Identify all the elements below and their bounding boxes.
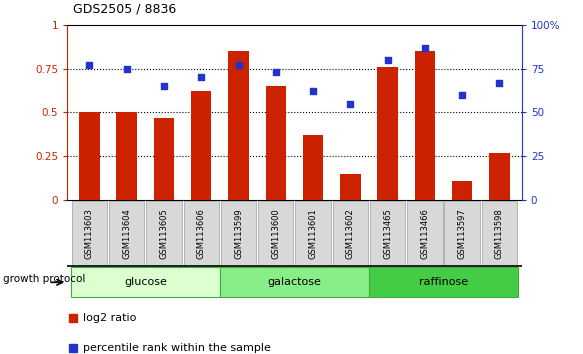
Text: growth protocol: growth protocol [3,274,85,284]
Text: percentile rank within the sample: percentile rank within the sample [83,343,271,353]
Text: GSM113598: GSM113598 [495,208,504,259]
Text: log2 ratio: log2 ratio [83,313,137,323]
Bar [79,113,100,200]
Bar [489,153,510,200]
FancyBboxPatch shape [71,267,220,297]
Point [495,80,504,85]
Text: GSM113601: GSM113601 [308,208,318,259]
Text: GDS2505 / 8836: GDS2505 / 8836 [73,3,176,16]
Point [271,69,280,75]
Bar [191,91,212,200]
Bar [154,118,174,200]
Point [308,88,318,94]
Point [458,92,467,98]
Text: GSM113599: GSM113599 [234,208,243,259]
Point [196,75,206,80]
FancyBboxPatch shape [369,267,518,297]
Bar [452,181,472,200]
Text: GSM113466: GSM113466 [420,208,429,259]
Bar [340,174,360,200]
Text: GSM113606: GSM113606 [196,208,206,259]
Point [234,62,243,68]
Bar [265,86,286,200]
Text: galactose: galactose [268,277,321,287]
Text: GSM113603: GSM113603 [85,208,94,259]
Text: raffinose: raffinose [419,277,468,287]
FancyBboxPatch shape [109,201,145,266]
Point [85,62,94,68]
Point [346,101,355,107]
Bar [377,67,398,200]
FancyBboxPatch shape [72,201,107,266]
FancyBboxPatch shape [221,201,256,266]
Text: GSM113600: GSM113600 [271,208,280,259]
Bar [303,135,324,200]
Bar [415,51,435,200]
FancyBboxPatch shape [482,201,517,266]
Bar [117,113,137,200]
FancyBboxPatch shape [333,201,368,266]
Point [420,45,430,50]
FancyBboxPatch shape [444,201,480,266]
Text: GSM113604: GSM113604 [122,208,131,259]
Text: glucose: glucose [124,277,167,287]
Point [159,83,168,89]
FancyBboxPatch shape [258,201,293,266]
FancyBboxPatch shape [296,201,331,266]
Point [122,66,131,72]
Text: GSM113605: GSM113605 [160,208,168,259]
FancyBboxPatch shape [370,201,405,266]
Text: GSM113465: GSM113465 [383,208,392,259]
Bar [229,51,249,200]
FancyBboxPatch shape [220,267,369,297]
Text: GSM113602: GSM113602 [346,208,355,259]
FancyBboxPatch shape [407,201,442,266]
FancyBboxPatch shape [146,201,182,266]
Point [383,57,392,63]
FancyBboxPatch shape [184,201,219,266]
Text: GSM113597: GSM113597 [458,208,466,259]
